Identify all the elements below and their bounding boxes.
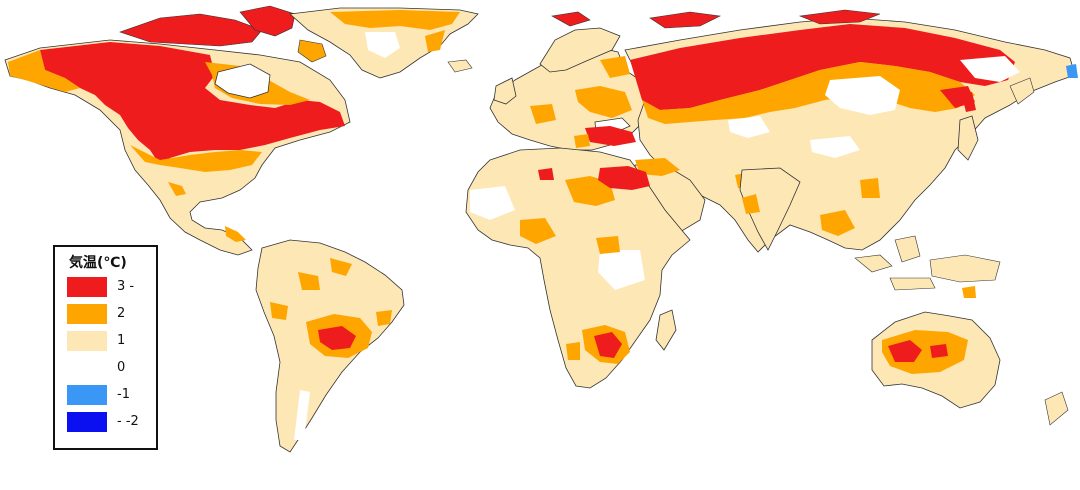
legend-item-neg2: - -2 <box>67 412 157 432</box>
legend-swatch-blue <box>67 412 107 432</box>
temperature-legend: 気温(℃) 3 - 2 1 0 -1 - -2 <box>53 245 158 450</box>
sahara-orange <box>565 176 615 206</box>
turkey-orange <box>574 134 590 148</box>
australia <box>871 311 1069 426</box>
central-south-america-red <box>318 326 356 350</box>
hudson-bay <box>214 63 271 99</box>
legend-swatch-red <box>67 277 107 297</box>
japan <box>957 115 979 161</box>
scandinavia <box>539 27 621 73</box>
arctic-islands-east <box>798 9 881 25</box>
russia-orange-zone <box>642 62 975 124</box>
legend-label: 0 <box>117 360 126 375</box>
legend-item-3: 3 - <box>67 277 157 297</box>
legend-label: - -2 <box>117 414 139 429</box>
mexico-orange <box>168 182 186 196</box>
us-south-orange <box>130 145 262 172</box>
russia-red-zone <box>630 24 1015 110</box>
iceland <box>447 59 473 73</box>
legend-label: 3 - <box>117 279 135 294</box>
legend-label: 2 <box>117 306 126 321</box>
southeast-asia-islands <box>854 235 1001 298</box>
turkey-red <box>585 126 636 146</box>
africa <box>465 147 691 389</box>
southern-africa-red <box>594 332 622 358</box>
egypt-red <box>598 166 650 190</box>
legend-label: -1 <box>117 387 130 402</box>
asia <box>624 17 1078 253</box>
north-america <box>4 39 351 256</box>
chukotka-blue <box>1066 64 1078 78</box>
new-zealand <box>1044 391 1069 426</box>
europe <box>489 27 651 151</box>
legend-item-neg1: -1 <box>67 385 157 405</box>
australia-red <box>888 340 922 362</box>
north-america-red-zone <box>40 42 345 165</box>
north-america-orange-west <box>8 50 80 92</box>
australia-orange <box>882 330 968 374</box>
madagascar <box>655 309 677 351</box>
legend-item-1: 1 <box>67 331 157 351</box>
legend-title: 気温(℃) <box>69 255 127 271</box>
uk-ireland <box>493 77 517 105</box>
legend-swatch-light-orange <box>67 331 107 351</box>
kamchatka <box>1009 77 1035 105</box>
legend-item-2: 2 <box>67 304 157 324</box>
south-america <box>255 239 405 453</box>
greenland <box>289 7 479 79</box>
middle-east-orange <box>635 158 680 176</box>
legend-item-0: 0 <box>67 358 157 378</box>
novaya-zemlya <box>649 11 722 29</box>
legend-swatch-orange <box>67 304 107 324</box>
legend-label: 1 <box>117 333 126 348</box>
legend-swatch-white <box>67 358 107 378</box>
svalbard <box>551 11 591 27</box>
canadian-arctic-islands <box>119 5 327 63</box>
central-america-orange <box>225 226 246 242</box>
legend-swatch-light-blue <box>67 385 107 405</box>
